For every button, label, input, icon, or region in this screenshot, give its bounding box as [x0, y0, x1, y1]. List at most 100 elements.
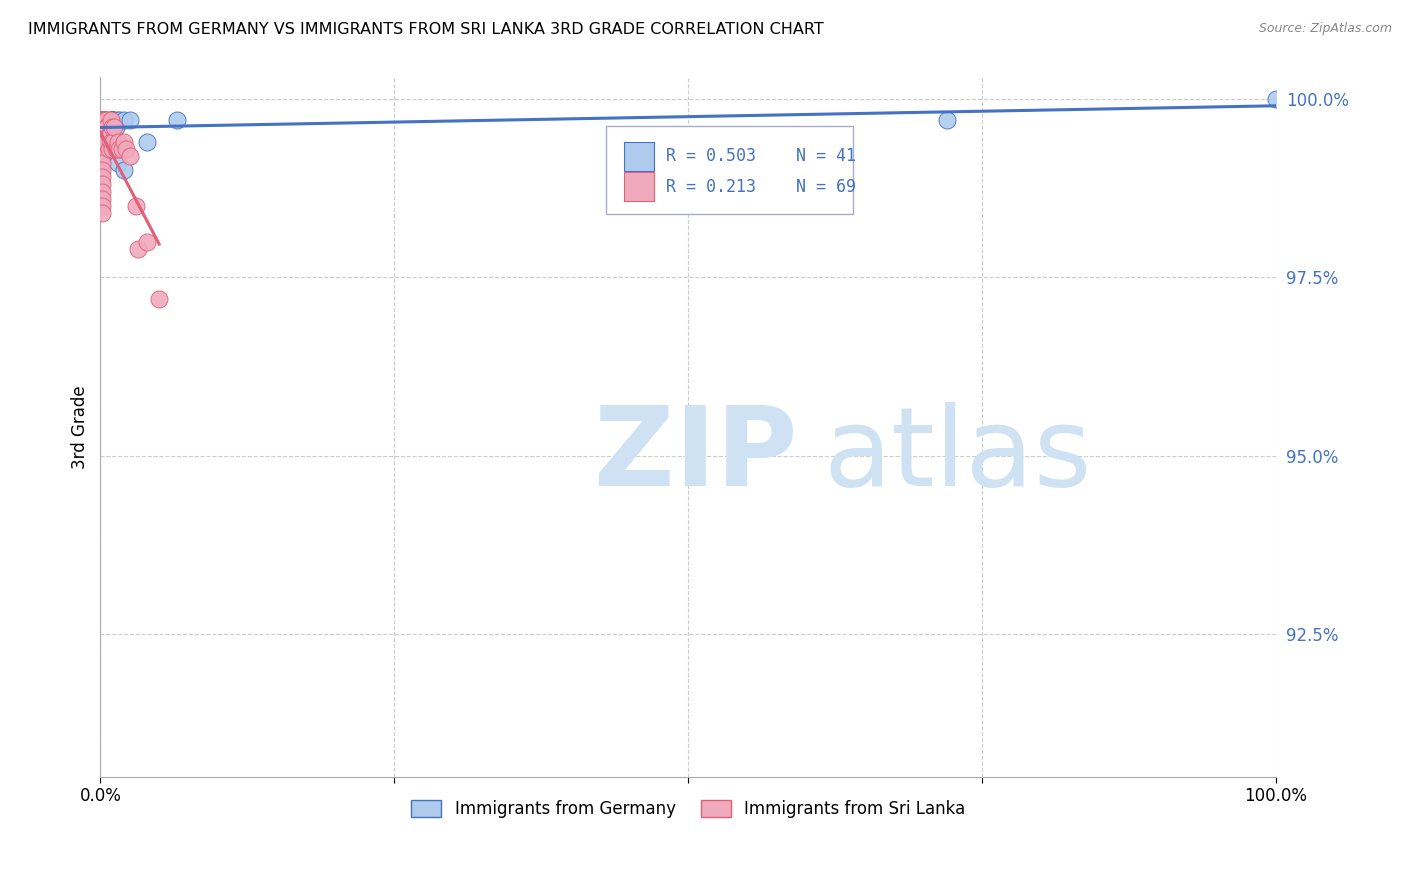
Point — [112, 135, 135, 149]
Point — [108, 113, 131, 128]
Point — [96, 120, 118, 135]
Point — [90, 135, 112, 149]
Point — [93, 113, 115, 128]
Point — [90, 120, 112, 135]
Point — [90, 185, 112, 199]
Point — [101, 113, 124, 128]
Point — [148, 292, 170, 306]
Point — [112, 113, 135, 128]
Point — [103, 135, 125, 149]
Point — [90, 113, 112, 128]
Point — [107, 142, 129, 156]
Point — [1265, 92, 1288, 106]
FancyBboxPatch shape — [623, 172, 654, 202]
Point — [90, 113, 112, 128]
Point — [97, 135, 120, 149]
Point — [101, 120, 124, 135]
Point — [93, 120, 115, 135]
Point — [103, 113, 125, 128]
Point — [91, 113, 114, 128]
Point — [101, 120, 124, 135]
Point — [90, 113, 112, 128]
Y-axis label: 3rd Grade: 3rd Grade — [72, 385, 89, 469]
Point — [90, 156, 112, 170]
Point — [101, 113, 124, 128]
Point — [107, 113, 129, 128]
Point — [91, 135, 114, 149]
Point — [96, 135, 118, 149]
Point — [101, 113, 124, 128]
Point — [101, 113, 124, 128]
Point — [90, 170, 112, 185]
Point — [90, 149, 112, 163]
Point — [90, 113, 112, 128]
Point — [90, 178, 112, 192]
Point — [115, 142, 138, 156]
FancyBboxPatch shape — [606, 127, 853, 214]
Point — [90, 120, 112, 135]
FancyBboxPatch shape — [623, 142, 654, 171]
Point — [90, 128, 112, 142]
Point — [90, 142, 112, 156]
Point — [90, 120, 112, 135]
Point — [101, 113, 124, 128]
Point — [124, 199, 146, 213]
Point — [104, 120, 127, 135]
Point — [98, 113, 121, 128]
Point — [90, 113, 112, 128]
Legend: Immigrants from Germany, Immigrants from Sri Lanka: Immigrants from Germany, Immigrants from… — [405, 793, 972, 824]
Point — [91, 120, 114, 135]
Text: IMMIGRANTS FROM GERMANY VS IMMIGRANTS FROM SRI LANKA 3RD GRADE CORRELATION CHART: IMMIGRANTS FROM GERMANY VS IMMIGRANTS FR… — [28, 22, 824, 37]
Point — [90, 113, 112, 128]
Point — [96, 120, 118, 135]
Point — [90, 128, 112, 142]
Point — [101, 113, 124, 128]
Point — [100, 113, 122, 128]
Point — [90, 135, 112, 149]
Point — [90, 163, 112, 178]
Point — [112, 163, 135, 178]
Point — [136, 135, 159, 149]
Point — [90, 206, 112, 220]
Point — [101, 113, 124, 128]
Point — [93, 120, 115, 135]
Point — [90, 120, 112, 135]
Point — [90, 199, 112, 213]
Point — [118, 113, 141, 128]
Point — [90, 149, 112, 163]
Point — [90, 113, 112, 128]
Point — [90, 113, 112, 128]
Point — [90, 142, 112, 156]
Point — [98, 128, 121, 142]
Point — [101, 113, 124, 128]
Point — [118, 149, 141, 163]
Text: R = 0.503    N = 41: R = 0.503 N = 41 — [666, 147, 856, 166]
Point — [108, 142, 131, 156]
Point — [98, 120, 121, 135]
Point — [94, 113, 117, 128]
Point — [90, 113, 112, 128]
Text: Source: ZipAtlas.com: Source: ZipAtlas.com — [1258, 22, 1392, 36]
Point — [100, 135, 122, 149]
Point — [91, 128, 114, 142]
Point — [90, 120, 112, 135]
Point — [96, 113, 118, 128]
Point — [94, 113, 117, 128]
Point — [101, 113, 124, 128]
Point — [96, 120, 118, 135]
Point — [94, 128, 117, 142]
Point — [97, 128, 120, 142]
Point — [935, 113, 957, 128]
Point — [90, 113, 112, 128]
Text: ZIP: ZIP — [595, 401, 797, 508]
Point — [166, 113, 188, 128]
Point — [101, 135, 124, 149]
Text: atlas: atlas — [824, 401, 1092, 508]
Point — [136, 235, 159, 249]
Point — [90, 120, 112, 135]
Point — [107, 135, 129, 149]
Text: R = 0.213    N = 69: R = 0.213 N = 69 — [666, 178, 856, 195]
Point — [90, 113, 112, 128]
Point — [90, 113, 112, 128]
Point — [103, 135, 125, 149]
